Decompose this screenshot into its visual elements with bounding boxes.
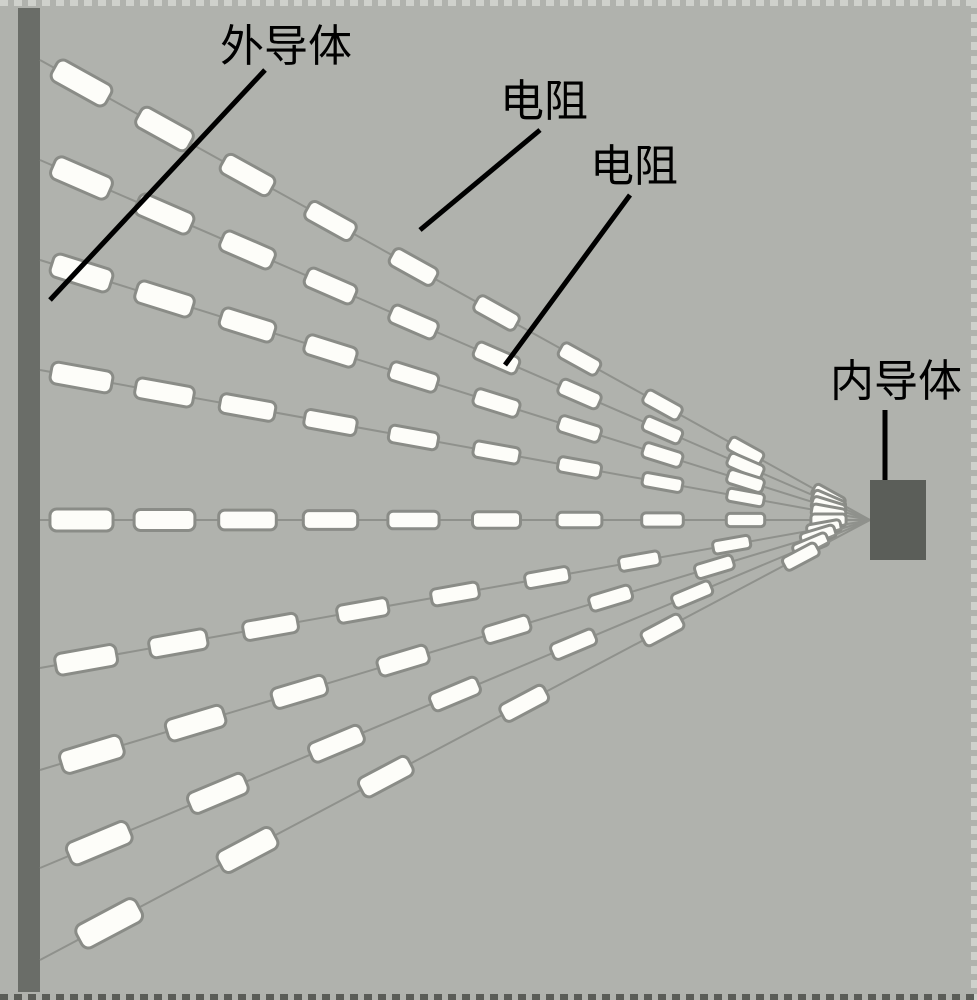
label-outer-conductor: 外导体 bbox=[220, 10, 352, 74]
resistor bbox=[557, 512, 602, 527]
outer-conductor bbox=[18, 8, 40, 992]
resistor bbox=[642, 513, 684, 527]
label-resistor-1: 电阻 bbox=[500, 65, 588, 129]
diagram-svg bbox=[0, 0, 977, 1000]
label-inner-conductor: 内导体 bbox=[830, 345, 962, 409]
resistor bbox=[388, 511, 439, 529]
resistor bbox=[303, 511, 357, 530]
resistor bbox=[134, 510, 195, 531]
label-resistor-2: 电阻 bbox=[590, 130, 678, 194]
resistor bbox=[726, 513, 764, 526]
diagram-canvas: 外导体 电阻 电阻 内导体 bbox=[0, 0, 977, 1000]
resistor bbox=[473, 512, 521, 529]
resistor bbox=[50, 509, 113, 531]
inner-conductor bbox=[870, 480, 926, 560]
resistor bbox=[219, 510, 277, 530]
